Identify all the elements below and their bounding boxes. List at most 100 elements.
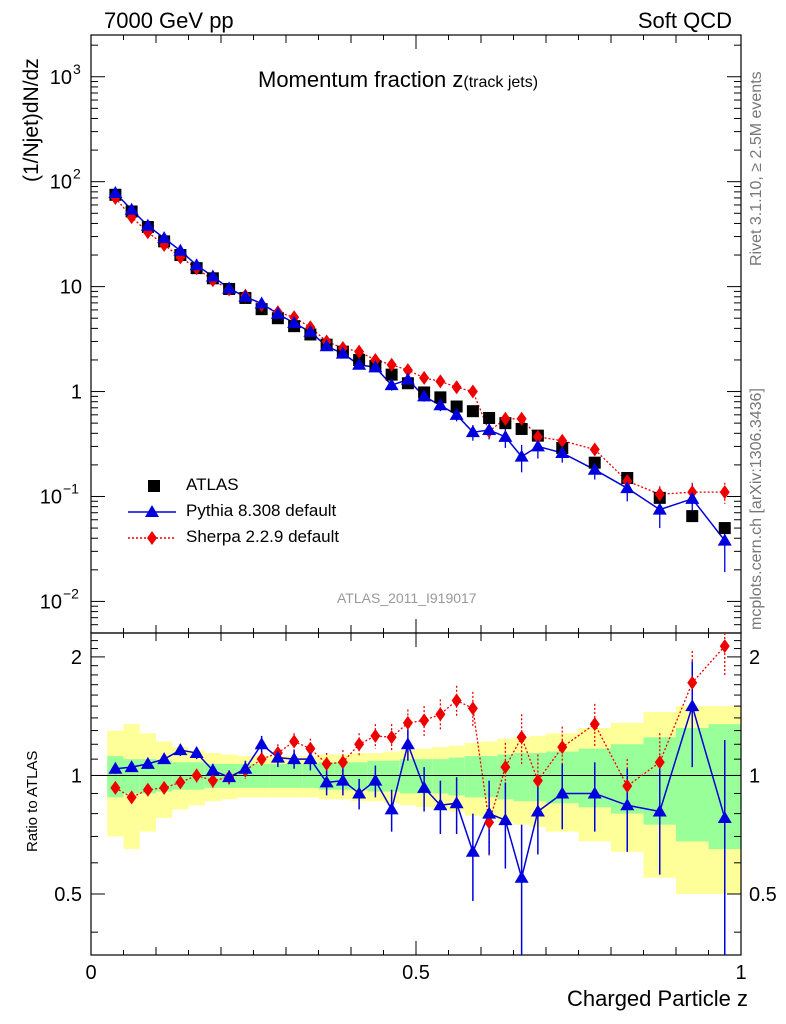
y-axis-label-top: (1/Njet)dN/dz <box>20 58 43 182</box>
sherpa-ratio-point <box>419 713 430 728</box>
legend-label: Sherpa 2.2.9 default <box>186 527 340 546</box>
sherpa-point <box>451 380 462 395</box>
sherpa-point <box>500 411 511 426</box>
x-axis-label: Charged Particle z <box>567 986 748 1011</box>
pythia-point <box>157 231 172 244</box>
y-tick-label-ratio: 2 <box>71 647 82 669</box>
sherpa-ratio-point <box>589 717 600 732</box>
sherpa-point <box>589 442 600 457</box>
axes-group <box>90 34 742 956</box>
pythia-point <box>482 423 497 436</box>
y-tick-label-ratio: 0.5 <box>54 884 82 906</box>
sherpa-point <box>532 429 543 444</box>
legend-item: Pythia 8.308 default <box>120 500 380 524</box>
legend-marker-diamond <box>147 531 157 545</box>
pythia-point <box>270 306 285 319</box>
sherpa-ratio-point <box>500 760 511 775</box>
atlas-point <box>588 456 601 469</box>
sherpa-ratio-point <box>289 734 300 749</box>
atlas-point <box>515 422 528 435</box>
pythia-point <box>449 407 464 420</box>
pythia-ratio-point <box>335 773 350 786</box>
pythia-point <box>417 389 432 402</box>
legend-marker-square <box>148 480 160 492</box>
pythia-ratio-point <box>620 798 635 811</box>
sherpa-ratio-point <box>484 815 495 830</box>
pythia-ratio-point <box>254 737 269 750</box>
pythia-ratio-point <box>303 752 318 765</box>
pythia-ratio-point <box>140 756 155 769</box>
pythia-point <box>620 481 635 494</box>
pythia-point <box>530 439 545 452</box>
sherpa-ratio-point <box>622 779 633 794</box>
legend-swatch <box>128 505 176 517</box>
pythia-point <box>384 378 399 391</box>
y-tick-label-exponent: 3 <box>73 61 81 77</box>
sherpa-ratio-point <box>142 782 153 797</box>
pythia-ratio-point <box>124 760 139 773</box>
sherpa-line <box>114 197 725 495</box>
ratio-band-inner <box>156 760 173 792</box>
rivet-version-note: Rivet 3.1.10, ≥ 2.5M events <box>748 71 765 266</box>
y-tick-label-ratio: 1 <box>71 765 82 787</box>
sherpa-ratio-point <box>557 740 568 755</box>
y-tick-label-top: 10 <box>40 591 62 613</box>
pythia-ratio-point <box>205 763 220 776</box>
pythia-point <box>287 316 302 329</box>
pythia-ratio-point <box>530 804 545 817</box>
sherpa-ratio-point <box>532 773 543 788</box>
legend-label: ATLAS <box>186 475 239 494</box>
pythia-point <box>555 445 570 458</box>
y-tick-label-ratio-right: 2 <box>749 647 760 669</box>
pythia-point <box>205 269 220 282</box>
sherpa-point <box>370 352 381 367</box>
atlas-point <box>718 522 731 535</box>
sherpa-point <box>622 474 633 489</box>
sherpa-ratio-point <box>370 728 381 743</box>
pythia-point <box>335 346 350 359</box>
ratio-band-inner <box>383 760 400 792</box>
pythia-ratio-point <box>717 810 732 823</box>
sherpa-point <box>654 487 665 502</box>
pythia-point <box>189 258 204 271</box>
pythia-ratio-point <box>157 752 172 765</box>
pythia-ratio-point <box>652 804 667 817</box>
pythia-point <box>498 429 513 442</box>
ratio-band-inner <box>399 759 416 794</box>
pythia-ratio-point <box>400 737 415 750</box>
y-tick-label-top: 10 <box>50 67 72 89</box>
pythia-ratio-point <box>465 844 480 857</box>
pythia-ratio-point <box>368 773 383 786</box>
y-tick-label-top: 10 <box>60 277 82 299</box>
sherpa-ratio-point <box>451 693 462 708</box>
sherpa-ratio-point <box>159 780 170 795</box>
sherpa-point <box>386 357 397 372</box>
atlas-point <box>483 411 496 424</box>
pythia-point <box>222 281 237 294</box>
ratio-band-inner <box>513 753 530 802</box>
pythia-point <box>400 372 415 385</box>
analysis-watermark: ATLAS_2011_I919017 <box>337 590 477 606</box>
sherpa-point <box>354 344 365 359</box>
sherpa-ratio-point <box>687 675 698 690</box>
y-tick-label-ratio-right: 0.5 <box>749 884 777 906</box>
sherpa-ratio-point <box>191 768 202 783</box>
pythia-ratio-point <box>514 870 529 883</box>
pythia-ratio-point <box>417 780 432 793</box>
ratio-band-inner <box>432 759 449 794</box>
sherpa-point <box>402 363 413 378</box>
sherpa-ratio-point <box>654 755 665 770</box>
pythia-point <box>173 243 188 256</box>
ratio-band-inner <box>448 757 465 796</box>
sherpa-ratio-point <box>207 773 218 788</box>
header-left: 7000 GeV pp <box>104 8 234 33</box>
chart-title-sub: (track jets) <box>463 74 539 91</box>
sherpa-ratio-point <box>435 707 446 722</box>
pythia-ratio-point <box>189 746 204 759</box>
ratio-band-inner <box>481 756 498 798</box>
pythia-ratio-point <box>319 775 334 788</box>
atlas-point <box>466 405 479 418</box>
pythia-point <box>368 360 383 373</box>
